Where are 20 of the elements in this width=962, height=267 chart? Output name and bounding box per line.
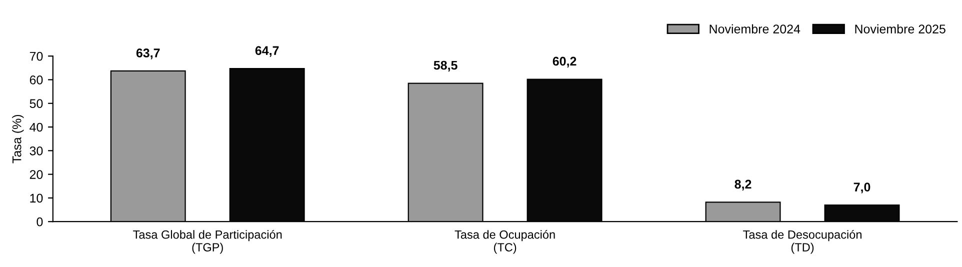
data-label: 7,0 — [854, 182, 870, 194]
y-tick-label: 70 — [30, 52, 43, 61]
data-label: 58,5 — [434, 60, 458, 72]
data-label: 64,7 — [255, 46, 279, 57]
legend-label: Noviembre 2025 — [855, 24, 946, 34]
data-label: 8,2 — [734, 180, 752, 190]
x-tick-label: Tasa de Ocupación (TC) — [454, 230, 555, 254]
legend-label: Noviembre 2024 — [710, 24, 800, 34]
data-label: 63,7 — [136, 48, 160, 60]
y-tick-label: 10 — [30, 194, 43, 203]
y-tick-label: 40 — [30, 122, 43, 132]
x-tick-label: Tasa de Desocupación (TD) — [743, 230, 862, 254]
data-label: 60,2 — [552, 56, 576, 68]
y-tick-label: 0 — [36, 217, 43, 226]
y-axis-title: Tasa (%) — [12, 114, 24, 164]
y-tick-label: 20 — [30, 170, 43, 179]
x-tick-label: Tasa Global de Participación (TGP) — [133, 230, 282, 254]
y-tick-label: 50 — [30, 99, 43, 108]
y-tick-label: 60 — [30, 76, 43, 84]
y-tick-label: 30 — [30, 146, 43, 156]
